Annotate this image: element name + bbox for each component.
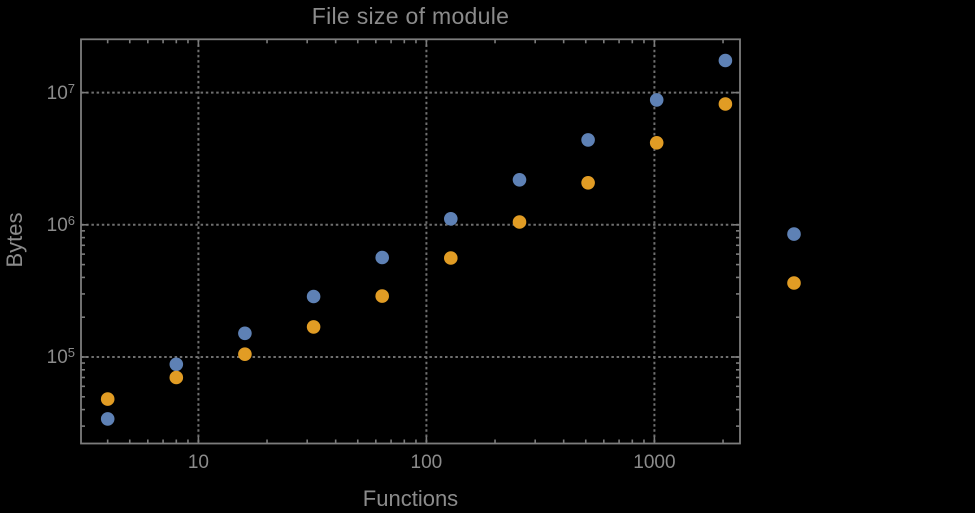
data-point-blue-series: [444, 212, 458, 226]
data-point-orange-series: [169, 370, 184, 385]
data-point-blue-series: [649, 93, 664, 107]
data-point-blue-series: [512, 173, 527, 187]
y-tick-label: 107: [46, 80, 75, 104]
y-tick-label: 105: [46, 345, 75, 368]
data-point-blue-series: [169, 357, 184, 372]
data-point-orange-series: [306, 320, 321, 334]
data-point-blue-series: [787, 227, 801, 241]
data-point-blue-series: [238, 326, 252, 341]
data-point-orange-series: [649, 136, 664, 150]
data-point-orange-series: [787, 276, 801, 290]
data-point-orange-series: [375, 289, 390, 303]
plot-frame: [80, 38, 741, 445]
x-tick-label: 1000: [633, 452, 676, 473]
data-point-blue-series: [718, 53, 733, 68]
data-point-orange-series: [238, 347, 252, 362]
x-axis-label: Functions: [362, 486, 459, 511]
data-point-orange-series: [581, 176, 595, 190]
data-point-orange-series: [444, 251, 458, 265]
x-tick-label: 10: [187, 452, 209, 473]
y-tick-label: 106: [46, 212, 75, 236]
data-point-blue-series: [306, 289, 321, 304]
chart-title: File size of module: [311, 3, 510, 29]
data-point-blue-series: [100, 412, 115, 426]
data-point-orange-series: [100, 392, 115, 406]
data-point-blue-series: [581, 133, 595, 147]
x-tick-label: 100: [410, 452, 443, 473]
data-point-orange-series: [512, 215, 527, 229]
data-point-orange-series: [718, 97, 733, 111]
data-point-blue-series: [375, 250, 390, 265]
